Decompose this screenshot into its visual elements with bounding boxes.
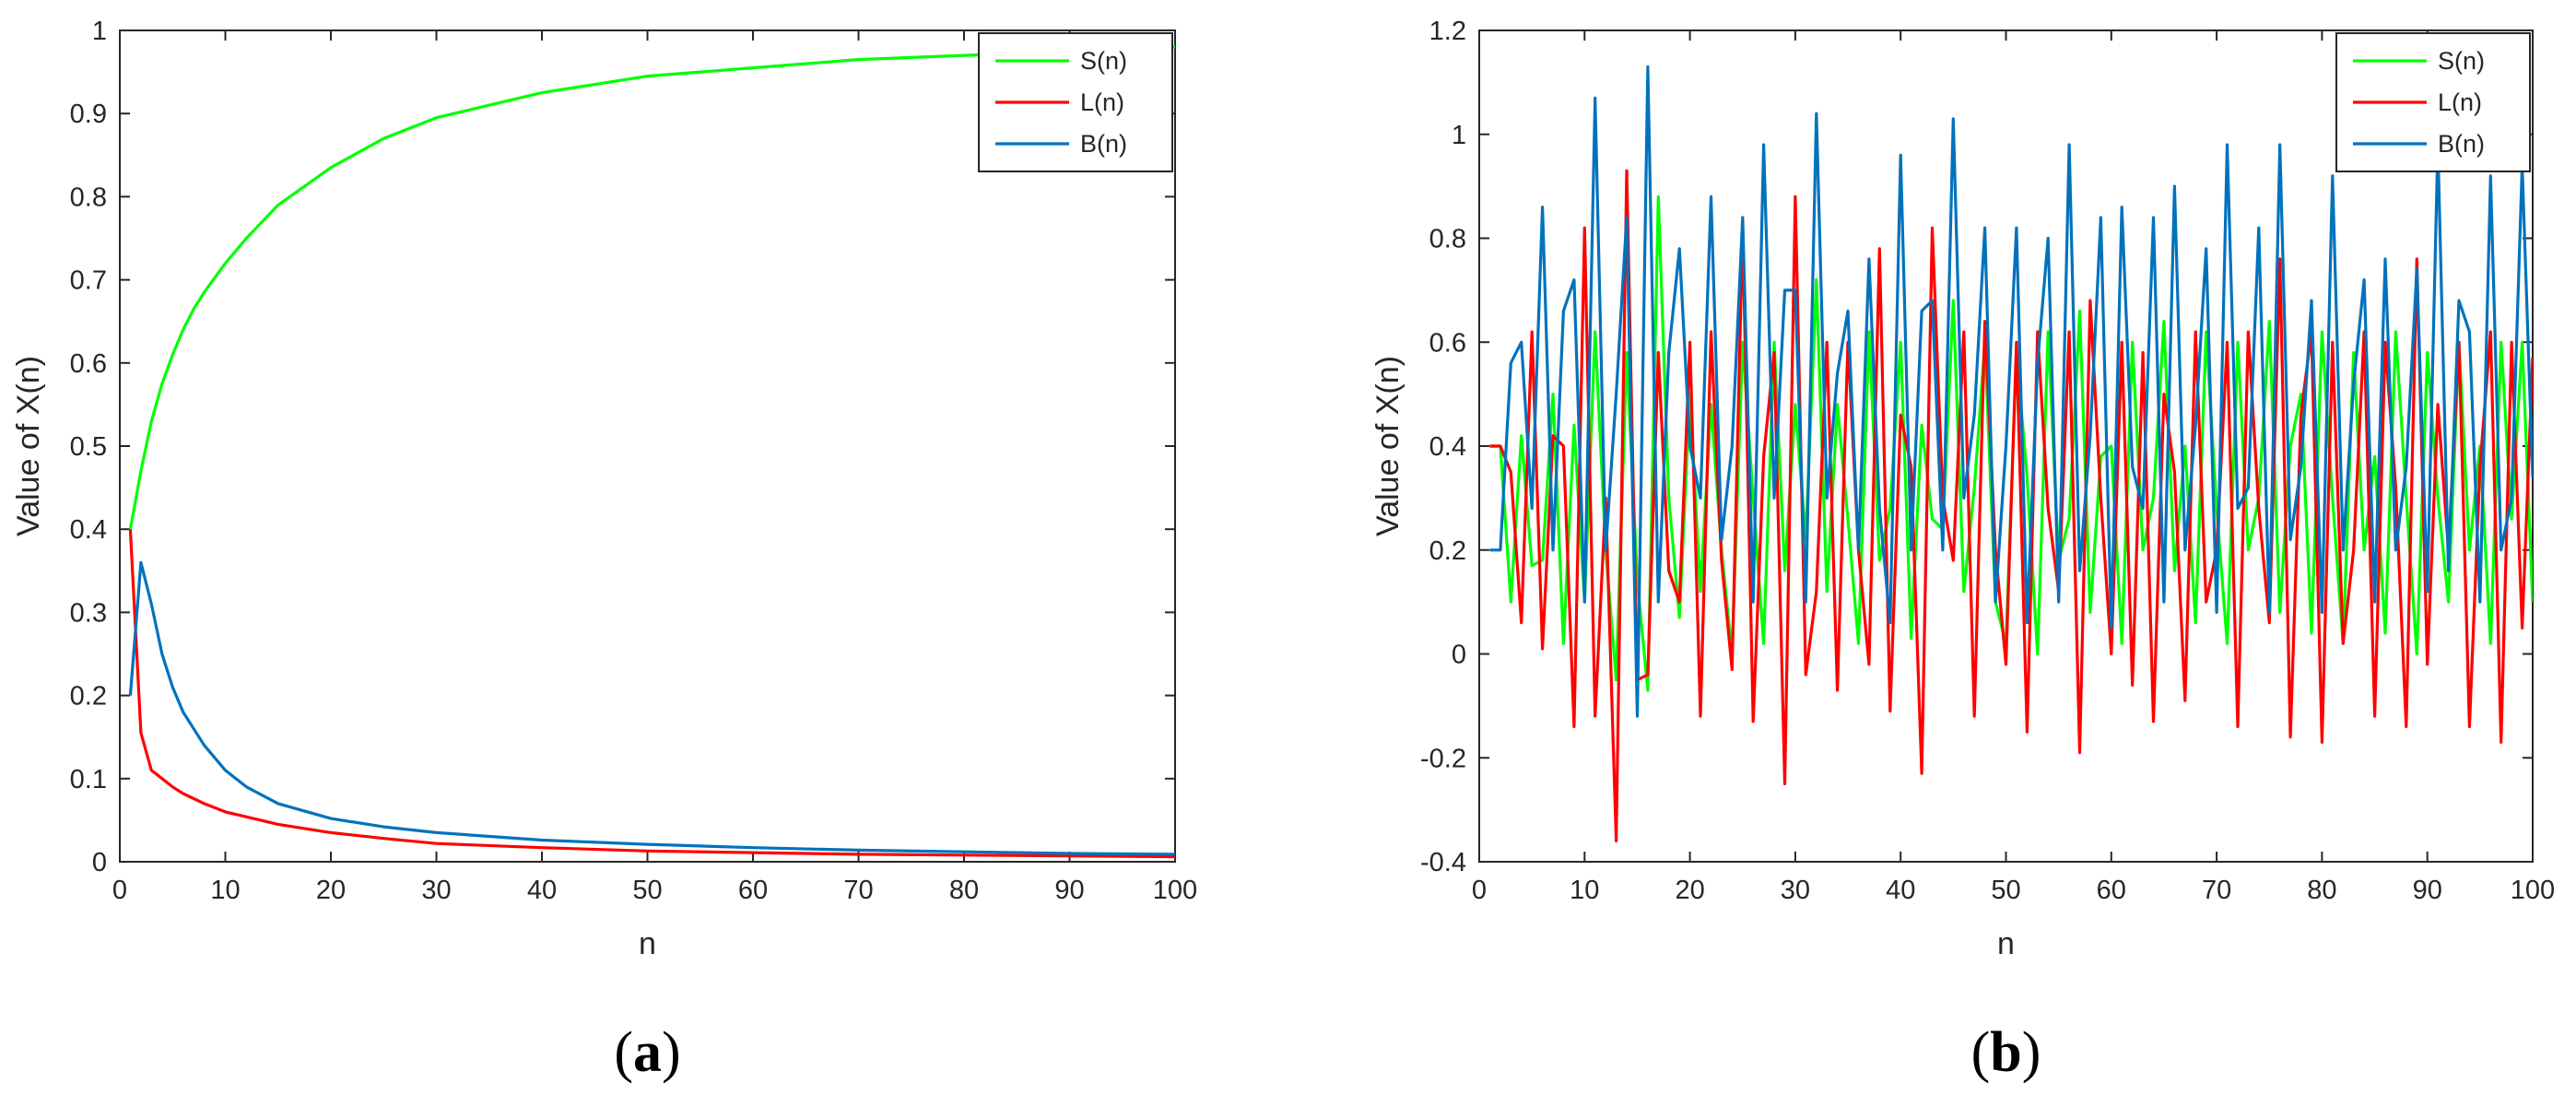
x-axis-label: n (1997, 926, 2015, 961)
x-tick-label: 40 (527, 876, 557, 905)
y-tick-label: 0.4 (70, 515, 107, 545)
x-tick-label: 100 (2511, 876, 2555, 905)
y-tick-label: -0.4 (1420, 848, 1466, 877)
x-tick-label: 0 (112, 876, 127, 905)
x-tick-label: 70 (2202, 876, 2231, 905)
panel-label-close-paren: ) (2022, 1021, 2041, 1084)
y-tick-label: 0.8 (1429, 225, 1466, 254)
x-axis-label: n (639, 926, 656, 961)
y-tick-label: 0.9 (70, 100, 107, 129)
x-tick-label: 50 (632, 876, 662, 905)
y-axis-label: Value of X(n) (1370, 356, 1406, 536)
x-tick-label: 90 (2413, 876, 2442, 905)
chart-panel-a: 0 10 20 30 40 50 60 70 80 90 100 0 0.1 0.2 0.3 0.4 0.5 0.… (11, 17, 1197, 1084)
x-tick-label: 20 (1675, 876, 1704, 905)
x-tick-label: 90 (1054, 876, 1084, 905)
series-group (128, 45, 1175, 859)
y-tick-label: 0.6 (70, 349, 107, 379)
series-line-bn (128, 560, 1175, 856)
legend-entry: S(n) (2438, 47, 2485, 75)
legend-entry: B(n) (1080, 130, 1127, 158)
x-tick-label: 50 (1991, 876, 2020, 905)
x-tick-label: 80 (2307, 876, 2336, 905)
x-tick-label: 80 (949, 876, 979, 905)
panel-label-open-paren: ( (614, 1021, 633, 1084)
x-tick-label: 10 (210, 876, 240, 905)
x-tick-label: 60 (2097, 876, 2126, 905)
y-tick-label: 0 (1452, 641, 1466, 670)
y-tick-label: 0.2 (70, 682, 107, 712)
series-line-ln (128, 529, 1175, 859)
panel-label-letter: a (633, 1021, 662, 1084)
x-tick-label: 40 (1886, 876, 1915, 905)
y-tick-label: 0.4 (1429, 432, 1466, 462)
y-tick-label: 0 (92, 848, 107, 877)
y-axis-label: Value of X(n) (11, 356, 46, 536)
x-tick-label: 30 (421, 876, 451, 905)
panel-label: (a) (614, 1021, 680, 1084)
x-tick-label: 100 (1153, 876, 1197, 905)
y-tick-label: 0.3 (70, 598, 107, 628)
series-line-sn (128, 45, 1175, 530)
y-tick-label: 0.6 (1429, 328, 1466, 358)
panel-label-open-paren: ( (1971, 1021, 1991, 1084)
x-tick-label: 20 (316, 876, 346, 905)
legend-entry: L(n) (2438, 88, 2482, 116)
x-tick-label: 60 (738, 876, 768, 905)
panel-label-close-paren: ) (662, 1021, 681, 1084)
y-tick-label: 0.2 (1429, 536, 1466, 566)
panel-label: (b) (1971, 1021, 2041, 1084)
legend-entry: L(n) (1080, 88, 1124, 116)
y-tick-label: -0.2 (1420, 744, 1466, 773)
y-tick-label: 0.5 (70, 432, 107, 462)
panel-label-letter: b (1990, 1021, 2021, 1084)
x-tick-label: 0 (1472, 876, 1487, 905)
legend-entry: S(n) (1080, 47, 1127, 75)
series-line-bn (1489, 65, 2533, 718)
y-tick-label: 1 (1452, 121, 1466, 150)
chart-panel-b: 0 10 20 30 40 50 60 70 80 90 100 -0.4 -0.2 0 0.2 0.4 0.6… (1370, 17, 2555, 1084)
y-tick-label: 0.7 (70, 266, 107, 296)
x-tick-label: 30 (1781, 876, 1810, 905)
series-group (1489, 65, 2533, 843)
y-tick-label: 0.1 (70, 765, 107, 794)
y-tick-label: 1.2 (1429, 17, 1466, 46)
y-tick-label: 1 (92, 17, 107, 46)
x-tick-label: 10 (1570, 876, 1599, 905)
x-tick-label: 70 (843, 876, 873, 905)
legend-entry: B(n) (2438, 130, 2485, 158)
y-tick-label: 0.8 (70, 182, 107, 212)
